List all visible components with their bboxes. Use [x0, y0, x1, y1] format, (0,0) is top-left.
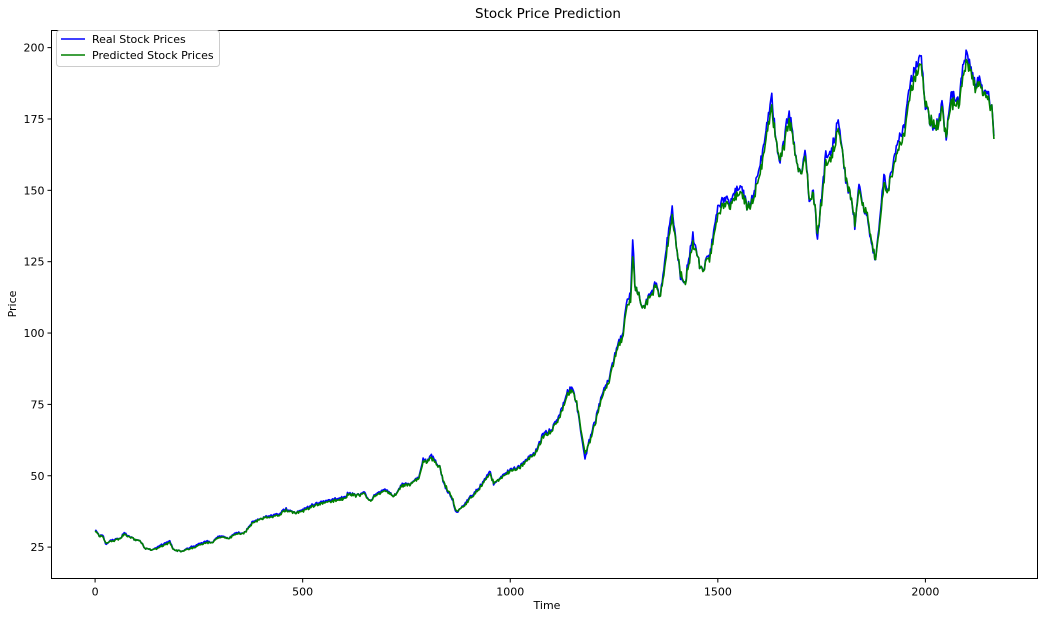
- x-axis-label: Time: [533, 599, 561, 612]
- legend-label-predicted: Predicted Stock Prices: [92, 49, 214, 62]
- y-tick-label: 150: [24, 184, 45, 197]
- y-tick-label: 125: [24, 256, 45, 269]
- chart-title: Stock Price Prediction: [475, 6, 621, 22]
- y-tick-label: 100: [24, 327, 45, 340]
- y-tick-label: 75: [31, 398, 45, 411]
- x-tick-label: 1000: [496, 586, 524, 599]
- legend-box: [56, 30, 220, 67]
- x-tick-label: 2000: [911, 586, 939, 599]
- y-tick-label: 50: [31, 470, 45, 483]
- series-line-real: [94, 49, 995, 553]
- x-tick-label: 500: [292, 586, 313, 599]
- y-tick-label: 175: [24, 113, 45, 126]
- series-line-predicted: [94, 58, 995, 553]
- y-axis-label: Price: [6, 290, 19, 317]
- x-axis-ticks: 0 500 1000 1500 2000: [92, 578, 939, 599]
- x-tick-label: 1500: [704, 586, 732, 599]
- plot-frame: [51, 30, 1038, 579]
- x-tick-label: 0: [92, 586, 99, 599]
- y-axis-ticks: 25 50 75 100 125 150 175 200: [24, 42, 52, 554]
- y-tick-label: 25: [31, 541, 45, 554]
- legend-label-real: Real Stock Prices: [92, 33, 186, 46]
- plot-lines: [94, 49, 995, 553]
- legend: Real Stock Prices Predicted Stock Prices: [56, 30, 220, 67]
- y-tick-label: 200: [24, 42, 45, 55]
